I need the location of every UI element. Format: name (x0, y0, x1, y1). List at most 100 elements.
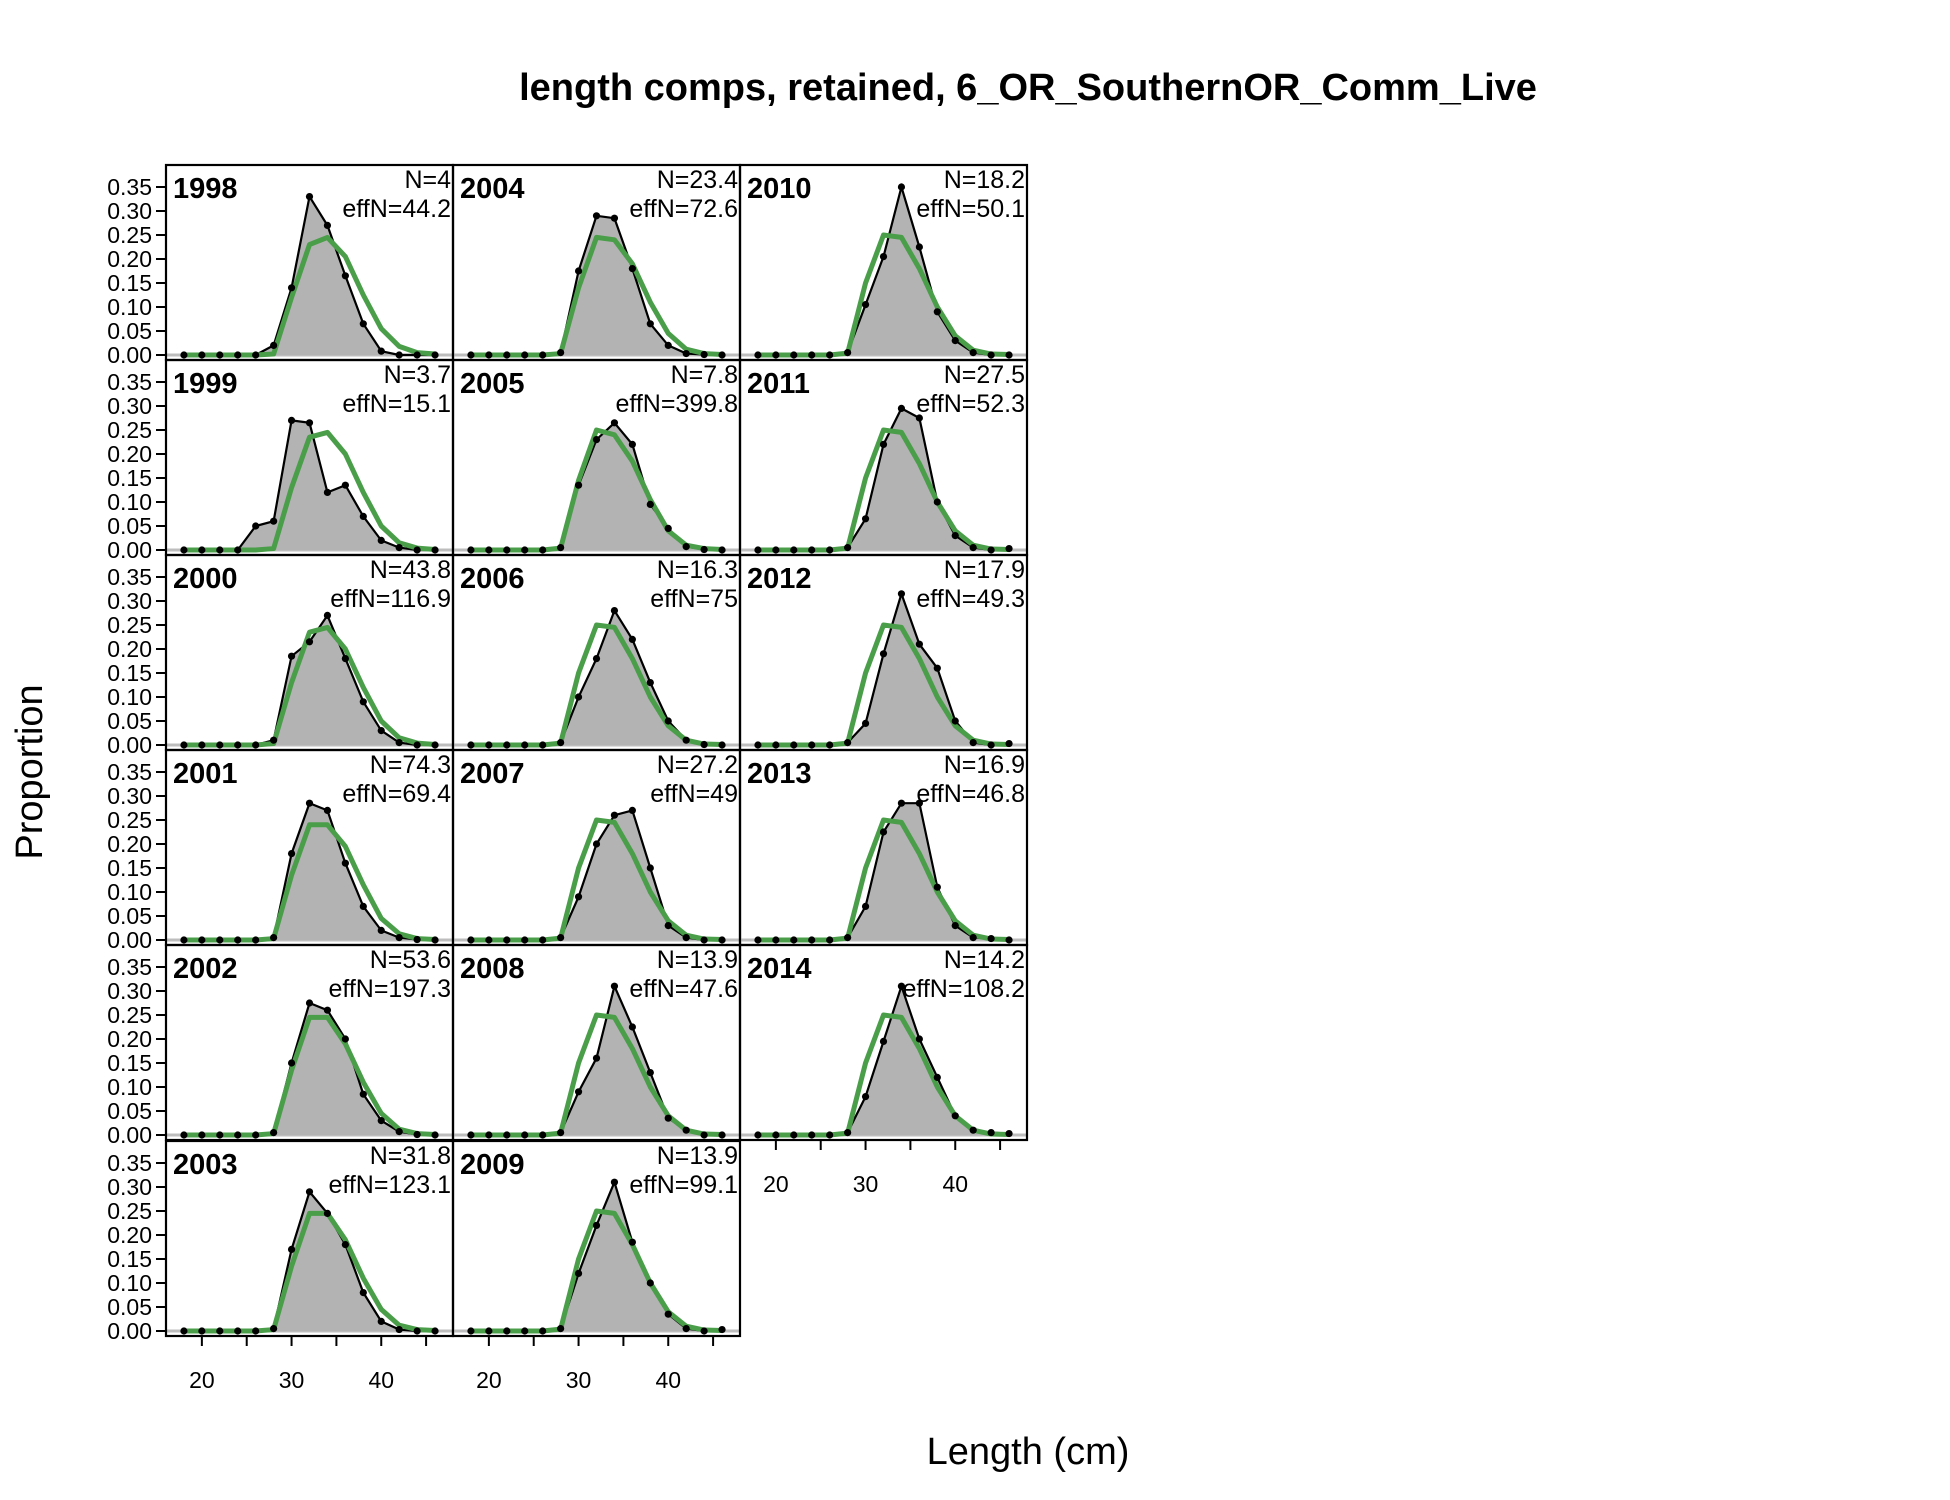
expected-line (757, 232, 1010, 358)
observed-point (413, 1130, 421, 1139)
observed-point (772, 936, 780, 944)
observed-point (574, 1269, 583, 1277)
panel-n-label: N=27.5 (944, 361, 1025, 389)
observed-point (987, 741, 995, 749)
observed-point (485, 1131, 493, 1139)
observed-point (897, 982, 906, 990)
observed-point (180, 741, 188, 749)
y-tick-label: 0.30 (107, 1174, 152, 1200)
observed-point (754, 936, 762, 944)
panel-n-label: N=14.2 (944, 946, 1025, 974)
observed-point (539, 741, 547, 749)
panel-n-label: N=16.9 (944, 751, 1025, 779)
observed-point (915, 1035, 923, 1043)
observed-point (252, 351, 260, 359)
observed-point (180, 936, 188, 944)
observed-point (646, 500, 654, 508)
observed-point (198, 741, 206, 749)
observed-point (557, 934, 565, 942)
x-tick-label: 30 (279, 1367, 305, 1393)
observed-point (772, 351, 780, 359)
observed-point (305, 419, 314, 427)
y-tick-label: 0.20 (107, 441, 152, 467)
observed-point (539, 936, 547, 944)
y-tick-label: 0.00 (107, 1122, 152, 1148)
observed-point (808, 741, 816, 749)
observed-point (700, 740, 708, 749)
panel-2001: 2001 N=74.3effN=69.40.000.050.100.150.200… (107, 748, 455, 953)
observed-point (431, 936, 439, 944)
expected-line (470, 427, 723, 553)
observed-point (180, 546, 188, 554)
observed-point (467, 546, 475, 554)
expected-line (470, 1208, 723, 1334)
observed-point (790, 936, 798, 944)
observed-point (664, 341, 672, 349)
expected-line (757, 427, 1010, 553)
panel-effn-label: effN=197.3 (328, 975, 451, 1003)
observed-point (323, 1209, 332, 1217)
observed-area (757, 593, 1010, 745)
observed-point (879, 440, 888, 448)
observed-point (969, 1126, 977, 1134)
observed-point (305, 799, 314, 807)
observed-point (682, 543, 690, 551)
observed-point (628, 806, 636, 815)
observed-point (198, 546, 206, 554)
observed-point (216, 546, 224, 554)
observed-point (646, 320, 654, 328)
observed-point (359, 512, 367, 521)
panel-frame (451, 1139, 742, 1338)
expected-line (183, 624, 436, 748)
expected-line (470, 817, 723, 943)
observed-point (467, 741, 475, 749)
observed-point (1005, 739, 1013, 748)
observed-point (539, 1327, 547, 1335)
y-tick-label: 0.00 (107, 1318, 152, 1344)
observed-point (557, 1129, 565, 1137)
observed-point (718, 1131, 726, 1139)
observed-point (377, 727, 385, 735)
observed-point (646, 679, 654, 687)
panel-effn-label: effN=108.2 (902, 975, 1025, 1003)
observed-point (431, 351, 439, 359)
y-tick-label: 0.25 (107, 807, 152, 833)
observed-point (234, 1131, 242, 1139)
expected-line (183, 234, 436, 358)
panel-effn-label: effN=75 (650, 585, 738, 613)
observed-point (413, 546, 421, 554)
y-tick-label: 0.05 (107, 903, 152, 929)
observed-point (431, 1327, 439, 1335)
observed-point (879, 1037, 888, 1045)
panel-year-label: 2002 (173, 953, 238, 985)
observed-point (772, 1131, 780, 1139)
observed-point (754, 1131, 762, 1139)
observed-point (628, 1238, 636, 1246)
panel-n-label: N=4 (404, 166, 451, 194)
observed-point (861, 515, 870, 523)
observed-point (700, 1131, 708, 1139)
observed-point (574, 1088, 583, 1096)
observed-point (987, 1129, 995, 1137)
y-tick-label: 0.05 (107, 318, 152, 344)
observed-point (808, 1131, 816, 1139)
panel-year-label: 2001 (173, 758, 238, 790)
x-tick-label: 20 (476, 1367, 502, 1393)
observed-point (861, 719, 870, 728)
panel-year-label: 2000 (173, 563, 238, 595)
observed-point (413, 1327, 421, 1335)
observed-point (700, 936, 708, 944)
expected-line (183, 1014, 436, 1138)
y-tick-label: 0.15 (107, 1246, 152, 1272)
panel-effn-label: effN=49 (650, 780, 738, 808)
panel-year-label: 2004 (460, 173, 525, 205)
observed-point (341, 1035, 349, 1043)
observed-point (341, 859, 349, 867)
y-tick-label: 0.30 (107, 783, 152, 809)
observed-point (270, 736, 278, 744)
observed-point (341, 272, 349, 280)
observed-point (557, 739, 565, 747)
